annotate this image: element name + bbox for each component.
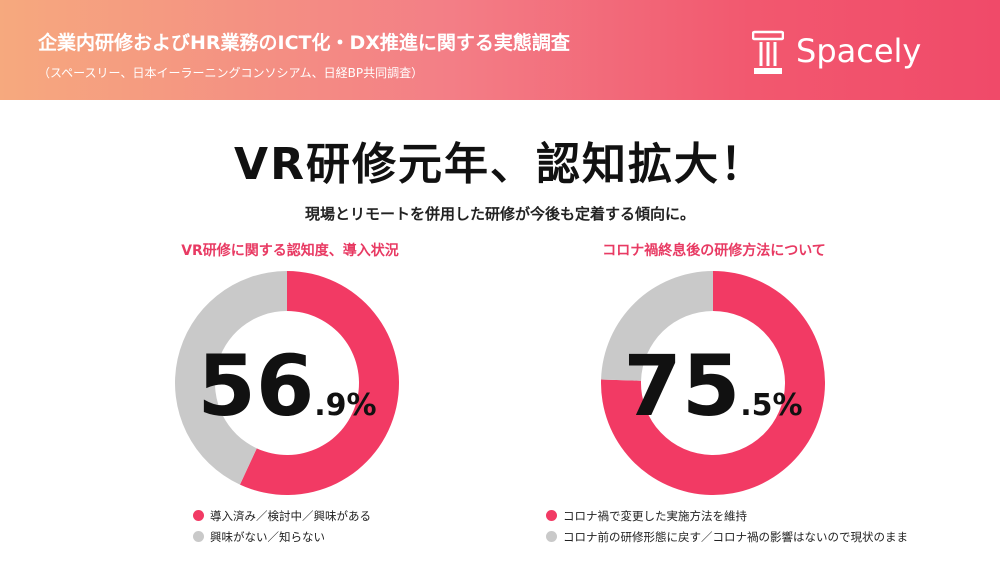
legend-item: 興味がない／知らない (193, 526, 371, 547)
center-label-integer: 56 (197, 337, 314, 435)
legend-post-covid: コロナ禍で変更した実施方法を維持コロナ前の研修形態に戻す／コロナ禍の影響はないの… (546, 505, 908, 547)
center-label-decimal: .9% (314, 388, 376, 423)
legend-swatch (193, 531, 204, 542)
center-label-decimal: .5% (740, 388, 802, 423)
survey-subtitle: （スペースリー、日本イーラーニングコンソシアム、日経BP共同調査） (38, 66, 424, 80)
center-percentage-label: 56.9% (197, 337, 376, 435)
logo-text: Spacely (796, 32, 922, 70)
legend-item: 導入済み／検討中／興味がある (193, 505, 371, 526)
legend-item: コロナ禍で変更した実施方法を維持 (546, 505, 908, 526)
survey-title: 企業内研修およびHR業務のICT化・DX推進に関する実態調査 (38, 32, 570, 54)
chart-title-post-covid: コロナ禍終息後の研修方法について (602, 243, 826, 259)
pillar-icon (752, 30, 784, 74)
legend-label: コロナ禍で変更した実施方法を維持 (563, 508, 747, 523)
donut-chart-vr-awareness: 56.9% (175, 271, 399, 495)
legend-item: コロナ前の研修形態に戻す／コロナ禍の影響はないので現状のまま (546, 526, 908, 547)
donut-slice-main (601, 271, 825, 495)
center-percentage-label: 75.5% (623, 337, 802, 435)
legend-label: コロナ前の研修形態に戻す／コロナ禍の影響はないので現状のまま (563, 529, 908, 544)
legend-label: 導入済み／検討中／興味がある (210, 508, 371, 523)
chart-title-vr-awareness: VR研修に関する認知度、導入状況 (181, 243, 399, 259)
donut-slice-other (601, 271, 713, 381)
headline: VR研修元年、認知拡大！ (234, 139, 766, 190)
legend-swatch (546, 510, 557, 521)
subheadline: 現場とリモートを併用した研修が今後も定着する傾向に。 (304, 205, 695, 223)
legend-label: 興味がない／知らない (210, 529, 325, 544)
center-label-integer: 75 (623, 337, 740, 435)
donut-slice-other (175, 271, 287, 485)
legend-swatch (193, 510, 204, 521)
header-banner: 企業内研修およびHR業務のICT化・DX推進に関する実態調査 （スペースリー、日… (0, 0, 1000, 100)
spacely-logo: Spacely (752, 30, 962, 78)
legend-swatch (546, 531, 557, 542)
donut-chart-post-covid: 75.5% (601, 271, 825, 495)
donut-slice-main (239, 271, 399, 495)
legend-vr-awareness: 導入済み／検討中／興味がある 興味がない／知らない (193, 505, 371, 547)
